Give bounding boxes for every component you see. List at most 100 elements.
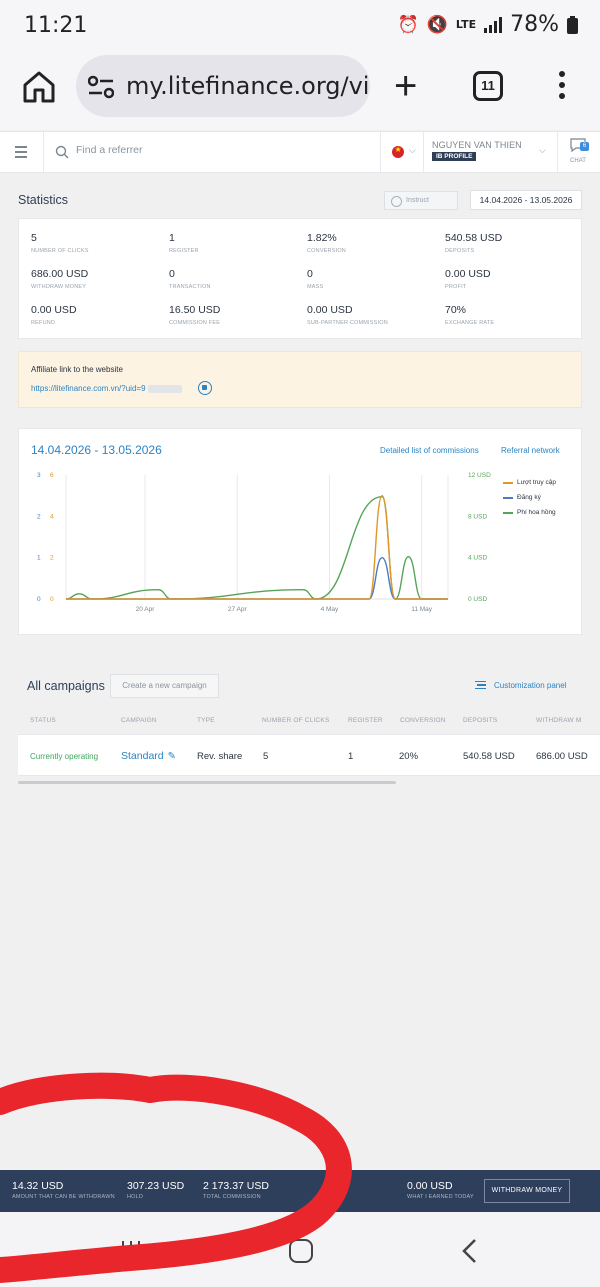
stat-sub-partner: 0.00 USD SUB-PARTNER COMMISSION: [307, 304, 437, 326]
detailed-commissions-link[interactable]: Detailed list of commissions: [380, 446, 479, 455]
vietnam-flag-icon[interactable]: [392, 145, 404, 158]
date-range-picker[interactable]: 14.04.2026 - 13.05.2026: [470, 190, 582, 210]
clock: 11:21: [24, 13, 88, 38]
campaign-type: Rev. share: [197, 751, 243, 762]
alarm-icon: ⏰: [397, 14, 419, 35]
summary-label: TOTAL COMMISSION: [203, 1194, 261, 1200]
stat-label: COMMISSION FEE: [169, 320, 221, 326]
tab-switcher-button[interactable]: 11: [473, 71, 503, 101]
stat-clicks: 5 NUMBER OF CLICKS: [31, 232, 161, 254]
stat-value: 5: [31, 232, 37, 244]
customization-label[interactable]: Customization panel: [494, 681, 567, 691]
table-row[interactable]: Currently operating Standard ✎ Rev. share…: [18, 734, 600, 776]
battery-percent: 78%: [510, 12, 559, 37]
stat-label: WITHDRAW MONEY: [31, 284, 87, 290]
site-settings-icon[interactable]: [88, 75, 114, 99]
total-commission: 2 173.37 USD TOTAL COMMISSION: [203, 1180, 269, 1200]
column-header-status[interactable]: STATUS: [30, 717, 56, 724]
referral-network-link[interactable]: Referral network: [501, 446, 560, 455]
edit-pencil-icon[interactable]: ✎: [167, 751, 177, 762]
affiliate-link[interactable]: https://litefinance.com.vn/?uid=9: [31, 384, 182, 393]
stat-value: 16.50 USD: [169, 304, 221, 316]
referrer-search-input[interactable]: [76, 144, 326, 156]
withdraw-money-button[interactable]: WITHDRAW MONEY: [484, 1179, 570, 1203]
x-tick-label: 11 May: [411, 606, 433, 613]
withdrawable-amount: 14.32 USD AMOUNT THAT CAN BE WITHDRAWN: [12, 1180, 115, 1200]
create-campaign-button[interactable]: Create a new campaign: [110, 674, 219, 698]
y-tick-label-clicks: 2: [50, 555, 54, 562]
column-header-conversion[interactable]: CONVERSION: [400, 717, 446, 724]
user-name[interactable]: NGUYEN VAN THIEN: [432, 140, 522, 150]
campaigns-title: All campaigns: [27, 679, 105, 693]
y-tick-label-clicks: 4: [50, 513, 54, 520]
legend-item: Lượt truy cập: [503, 479, 556, 486]
statistics-card: 5 NUMBER OF CLICKS 1 REGISTER 1.82% CONV…: [18, 218, 582, 339]
copy-icon[interactable]: [198, 381, 212, 395]
column-header-register[interactable]: REGISTER: [348, 717, 383, 724]
more-menu-icon[interactable]: [558, 71, 566, 101]
hamburger-menu-icon[interactable]: [15, 146, 27, 161]
column-header-deposits[interactable]: DEPOSITS: [463, 717, 498, 724]
earned-today: 0.00 USD WHAT I EARNED TODAY: [407, 1180, 474, 1200]
x-tick-label: 4 May: [321, 606, 339, 613]
summary-label: HOLD: [127, 1194, 144, 1200]
stat-value: 0.00 USD: [307, 304, 353, 316]
stat-refund: 0.00 USD REFUND: [31, 304, 161, 326]
chat-count-badge: 6: [580, 142, 589, 151]
campaign-name-text[interactable]: Standard: [121, 750, 164, 762]
affiliate-link-text[interactable]: https://litefinance.com.vn/?uid=9: [31, 384, 146, 393]
app-header: ⌵ NGUYEN VAN THIEN IB PROFILE ⌵ 6 CHAT: [0, 131, 600, 173]
campaign-register: 1: [348, 751, 354, 762]
chevron-down-icon[interactable]: ⌵: [539, 145, 546, 155]
stat-value: 0.00 USD: [31, 304, 77, 316]
y-tick-label-register: 3: [37, 472, 41, 479]
x-tick-label: 27 Apr: [228, 606, 248, 613]
stat-label: NUMBER OF CLICKS: [31, 248, 89, 254]
back-icon[interactable]: [460, 1238, 480, 1264]
y-tick-label-register: 2: [37, 513, 41, 520]
chevron-down-icon[interactable]: ⌵: [409, 145, 416, 155]
horizontal-scrollbar[interactable]: [18, 781, 396, 784]
y-tick-label-commission: 8 USD: [468, 513, 487, 520]
customization-panel-link[interactable]: Customization panel: [475, 681, 566, 691]
instruct-button[interactable]: Instruct: [384, 191, 458, 210]
divider: [423, 132, 424, 172]
legend-swatch: [503, 511, 513, 514]
summary-value: 14.32 USD: [12, 1180, 64, 1192]
campaign-deposits: 540.58 USD: [463, 751, 515, 762]
column-header-clicks[interactable]: NUMBER OF CLICKS: [262, 717, 330, 724]
chat-label: CHAT: [570, 158, 586, 164]
campaign-conversion: 20%: [399, 751, 419, 762]
chat-icon: [570, 138, 586, 153]
home-button-icon[interactable]: [289, 1239, 313, 1263]
summary-value: 2 173.37 USD: [203, 1180, 269, 1192]
new-tab-icon[interactable]: +: [394, 64, 418, 108]
column-header-withdraw[interactable]: WITHDRAW M: [536, 717, 582, 724]
column-header-campaign[interactable]: CAMPAIGN: [121, 717, 157, 724]
campaign-name[interactable]: Standard ✎: [121, 750, 176, 762]
summary-label: AMOUNT THAT CAN BE WITHDRAWN: [12, 1194, 115, 1200]
summary-value: 307.23 USD: [127, 1180, 185, 1192]
status-icons: ⏰ 🔇 LTE 78%: [398, 12, 578, 37]
stat-value: 0.00 USD: [445, 268, 491, 280]
browser-toolbar: my.litefinance.org/vi/ + 11: [0, 52, 600, 130]
divider: [380, 132, 381, 172]
address-bar[interactable]: my.litefinance.org/vi/: [76, 55, 370, 117]
ib-profile-badge[interactable]: IB PROFILE: [432, 152, 477, 161]
stat-label: EXCHANGE RATE: [445, 320, 495, 326]
stat-value: 70%: [445, 304, 467, 316]
stat-mass: 0 MASS: [307, 268, 437, 290]
redacted-block: [147, 384, 182, 393]
stat-value: 0: [169, 268, 175, 280]
legend-swatch: [503, 496, 513, 499]
divider: [557, 132, 558, 172]
column-header-type[interactable]: TYPE: [197, 717, 215, 724]
recent-apps-icon[interactable]: [122, 1241, 146, 1261]
series-line-2: [65, 495, 448, 600]
url-text: my.litefinance.org/vi/: [126, 72, 370, 100]
stat-label: SUB-PARTNER COMMISSION: [307, 320, 388, 326]
home-icon[interactable]: [22, 70, 56, 104]
stat-label: REFUND: [31, 320, 56, 326]
search-icon: [55, 145, 69, 159]
chat-button[interactable]: 6 CHAT: [567, 138, 589, 164]
